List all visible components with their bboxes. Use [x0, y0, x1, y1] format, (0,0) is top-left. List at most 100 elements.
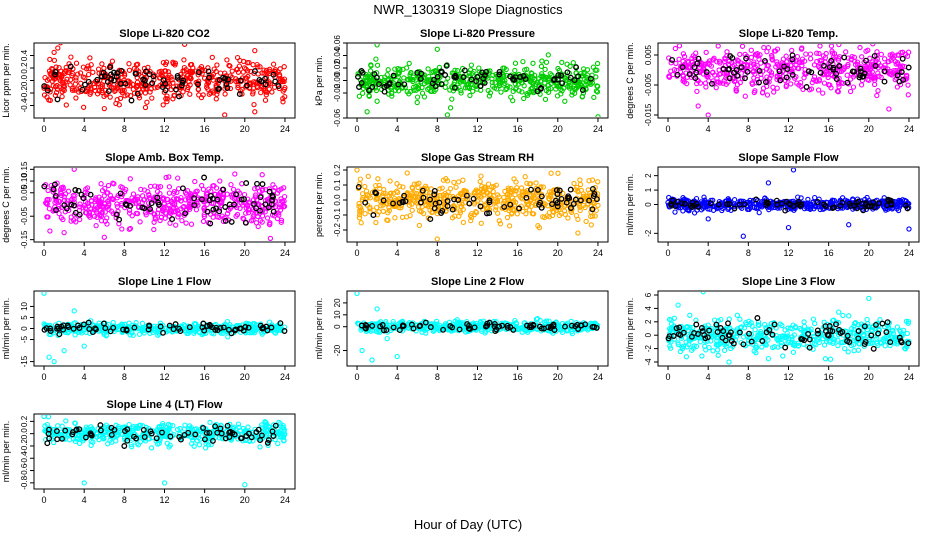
- data-point: [155, 184, 161, 190]
- reference-point: [456, 326, 463, 333]
- data-point: [580, 90, 587, 96]
- reference-point: [516, 205, 522, 212]
- reference-point: [180, 77, 187, 84]
- data-point: [458, 87, 464, 94]
- x-tick-label: 16: [200, 124, 210, 134]
- reference-point: [80, 321, 87, 328]
- data-point: [363, 83, 370, 89]
- data-point: [828, 44, 835, 49]
- data-point: [157, 190, 163, 197]
- data-point: [504, 214, 511, 221]
- data-point: [892, 76, 898, 83]
- outlier-point: [101, 234, 107, 240]
- reference-point: [85, 319, 92, 326]
- data-point: [281, 198, 287, 204]
- y-tick-label: 4: [644, 306, 653, 311]
- data-point: [254, 197, 260, 203]
- x-tick-label: 20: [240, 124, 250, 134]
- data-point: [818, 58, 825, 64]
- data-points: [355, 44, 601, 117]
- reference-point: [725, 66, 732, 73]
- reference-point: [265, 204, 272, 211]
- data-point: [362, 183, 368, 190]
- data-point: [362, 211, 368, 217]
- data-point: [812, 194, 818, 201]
- data-point: [137, 325, 144, 332]
- data-point: [404, 76, 411, 83]
- data-point: [239, 181, 245, 187]
- reference-point: [100, 69, 107, 76]
- x-tick-label: 16: [200, 248, 210, 258]
- reference-point: [200, 320, 207, 327]
- reference-point: [727, 53, 734, 60]
- data-point: [190, 324, 196, 330]
- outlier-point: [232, 171, 238, 177]
- data-point: [450, 204, 457, 210]
- reference-point: [486, 210, 493, 217]
- reference-point: [575, 326, 582, 332]
- data-point: [251, 326, 257, 332]
- data-point: [850, 196, 856, 202]
- data-point: [783, 53, 789, 59]
- outlier-point: [886, 106, 892, 112]
- data-point: [493, 204, 499, 210]
- data-point: [709, 70, 716, 76]
- reference-point: [259, 181, 266, 188]
- data-point: [136, 331, 143, 337]
- outlier-point: [434, 46, 440, 52]
- data-point: [276, 326, 282, 332]
- data-point: [44, 77, 51, 83]
- outlier-point: [575, 230, 581, 236]
- reference-point: [434, 73, 441, 80]
- reference-point: [238, 196, 245, 203]
- reference-point: [896, 78, 903, 85]
- data-point: [569, 89, 575, 95]
- data-point: [80, 205, 86, 211]
- data-point: [783, 83, 789, 90]
- reference-point: [268, 324, 275, 331]
- data-point: [229, 68, 235, 74]
- data-point: [170, 190, 177, 197]
- data-point: [47, 331, 54, 338]
- data-point: [281, 78, 287, 85]
- chart-title: Slope Line 3 Flow: [742, 276, 835, 288]
- x-tick-label: 4: [395, 124, 400, 134]
- data-point: [588, 222, 594, 228]
- data-point: [133, 320, 139, 326]
- reference-point: [593, 196, 600, 203]
- data-point: [179, 217, 185, 224]
- data-point: [164, 98, 170, 105]
- reference-point: [486, 197, 493, 204]
- data-point: [494, 86, 500, 92]
- data-point: [428, 88, 434, 94]
- data-point: [184, 86, 191, 93]
- data-point: [776, 63, 782, 69]
- data-point: [376, 209, 382, 215]
- reference-point: [179, 185, 186, 192]
- reference-point: [888, 197, 894, 204]
- reference-point: [236, 91, 243, 98]
- data-point: [186, 203, 192, 209]
- reference-point: [186, 324, 193, 331]
- outlier-point: [71, 168, 77, 172]
- data-point: [694, 80, 700, 87]
- data-point: [382, 74, 388, 80]
- reference-point: [237, 77, 244, 84]
- reference-point: [549, 201, 556, 208]
- data-point: [367, 204, 373, 210]
- data-points: [666, 44, 912, 117]
- data-point: [417, 191, 423, 197]
- data-point: [473, 209, 479, 215]
- data-point: [672, 209, 678, 215]
- data-point: [155, 332, 161, 338]
- data-point: [564, 61, 570, 67]
- reference-point: [876, 200, 883, 207]
- data-point: [761, 44, 767, 51]
- reference-point: [669, 56, 676, 63]
- data-point: [825, 74, 831, 81]
- data-point: [142, 90, 149, 96]
- data-point: [481, 318, 487, 324]
- data-point: [151, 226, 157, 233]
- data-point: [166, 174, 172, 180]
